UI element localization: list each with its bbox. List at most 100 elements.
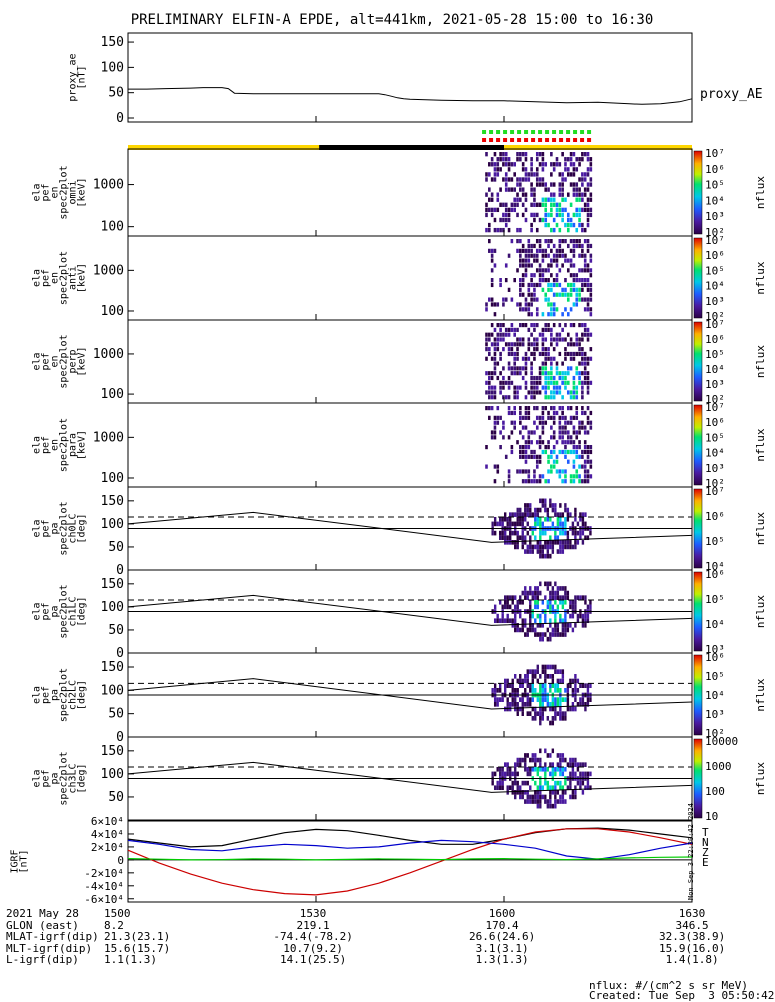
ch0-cell — [504, 535, 507, 541]
ch1-cell — [551, 595, 555, 600]
omni-cell — [535, 167, 539, 172]
para-cell — [524, 445, 528, 450]
perp-cell — [581, 356, 584, 361]
ch3-cell — [539, 762, 542, 767]
ch3-cell — [549, 794, 552, 800]
anti-cell — [564, 287, 567, 292]
para-cell — [507, 410, 511, 416]
ch2-cell — [541, 688, 544, 693]
ch2-cell — [549, 706, 552, 712]
ch0-cell — [544, 544, 547, 550]
ch1-cell — [526, 632, 529, 637]
ch1-cell — [514, 613, 517, 619]
omni-cell — [566, 172, 570, 177]
perp-cell — [561, 375, 564, 381]
perp-cell — [544, 366, 548, 371]
anti-cell — [578, 268, 581, 273]
ch0-cell — [544, 498, 547, 504]
anti-cell — [516, 248, 519, 253]
omni-cell — [499, 227, 502, 233]
perp-cell — [510, 347, 514, 352]
ch3-cell — [524, 790, 527, 795]
ch2-cell — [574, 678, 577, 684]
perp-cell — [530, 366, 533, 371]
ch0-cell — [531, 544, 534, 550]
anti-cell — [493, 248, 497, 253]
para-cbar-tick: 10⁴ — [705, 447, 725, 460]
para-cell — [555, 454, 559, 459]
ch0-cell — [546, 540, 550, 545]
perp-ylabel-line: pef — [41, 352, 52, 370]
perp-cell — [538, 380, 542, 385]
orbit-bar — [128, 130, 692, 150]
ch2-cell — [536, 697, 539, 702]
para-cell — [564, 454, 567, 459]
ch3-cell — [579, 771, 582, 777]
ch2-cell — [534, 688, 537, 693]
perp-cell — [586, 385, 590, 390]
ch0-cell — [534, 521, 537, 527]
ch2-ytick-label: 150 — [101, 660, 124, 675]
anti-cell — [555, 258, 559, 263]
perp-cell — [544, 375, 548, 381]
ch2-cell — [584, 706, 587, 712]
anti-cell — [575, 243, 579, 249]
omni-cell — [578, 187, 581, 192]
perp-cell — [583, 323, 587, 328]
ch0-cell — [569, 512, 572, 517]
perp-cell — [572, 351, 576, 357]
ch0-cell — [556, 535, 560, 541]
anti-cell — [555, 307, 559, 312]
ch1-cell — [564, 632, 567, 637]
ch1-cell — [534, 586, 537, 591]
para-cell — [583, 464, 587, 469]
ch0-cell — [509, 521, 512, 527]
ch3-cell — [514, 771, 517, 777]
perp-cell — [552, 385, 556, 390]
ch3-cell — [531, 799, 534, 804]
perp-cell — [581, 323, 584, 328]
perp-cell — [519, 366, 522, 371]
para-cell — [575, 430, 579, 435]
anti-cell — [550, 273, 553, 278]
ch0-cell — [514, 512, 517, 517]
ch1-cell — [506, 599, 509, 605]
perp-cell — [555, 337, 559, 342]
ch1-cell — [549, 590, 552, 596]
para-cell — [578, 464, 581, 469]
ch0-cell — [506, 535, 509, 541]
omni-cell — [533, 202, 536, 207]
proxy-ae-ytick-label: 150 — [101, 35, 124, 50]
ch3-cell — [514, 794, 517, 800]
ch0-cell — [529, 549, 532, 554]
ch2-ytick-label: 100 — [101, 683, 124, 698]
ch1-cell — [554, 618, 557, 624]
perp-frame — [127, 319, 693, 404]
anti-cell — [527, 282, 531, 288]
footer-value: 8.2 — [104, 918, 124, 932]
ch0-cell — [516, 521, 519, 527]
ch1-cell — [516, 623, 519, 628]
omni-cell — [589, 167, 593, 172]
ch0-cell — [584, 521, 587, 527]
perp-cell — [530, 323, 533, 328]
ch1-cell — [564, 618, 567, 624]
anti-cell — [583, 307, 587, 312]
anti-cell — [581, 268, 584, 273]
ch3-cell — [554, 790, 557, 795]
perp-cell — [513, 356, 516, 361]
omni-cell — [572, 192, 576, 197]
perp-cell — [530, 395, 533, 400]
igrf-series-E — [127, 856, 693, 861]
anti-cell — [586, 239, 590, 244]
perp-cell — [510, 380, 514, 385]
ch3-cell — [551, 748, 555, 754]
perp-cell — [569, 337, 573, 342]
anti-cell — [566, 292, 570, 297]
para-cell — [493, 479, 497, 484]
para-cbar-label: nflux — [754, 428, 767, 461]
para-cell — [583, 469, 587, 474]
omni-cell — [516, 197, 519, 202]
para-cell — [527, 435, 531, 440]
ch1-cell — [569, 613, 572, 619]
